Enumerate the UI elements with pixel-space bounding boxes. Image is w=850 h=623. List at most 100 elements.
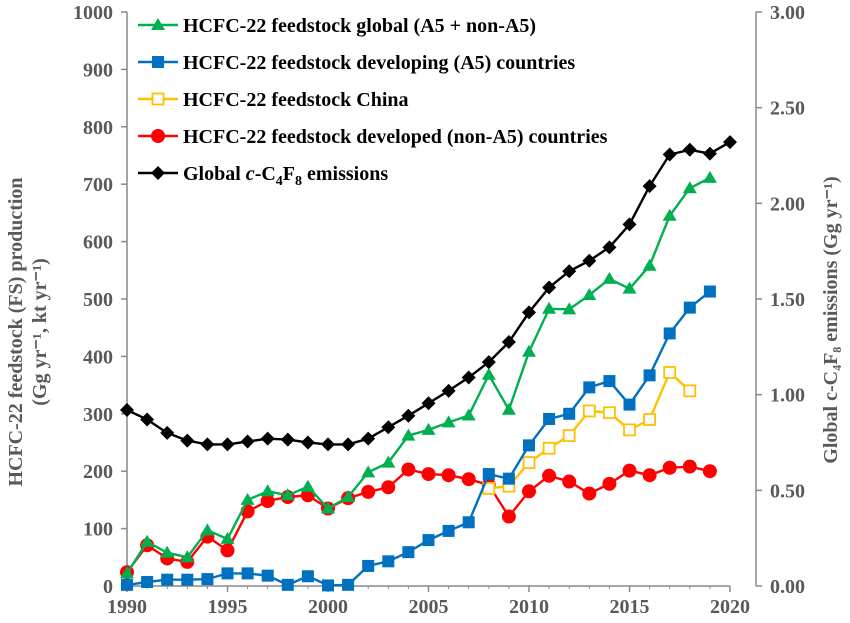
data-point bbox=[341, 437, 356, 452]
data-point bbox=[300, 435, 315, 450]
right-tick-label: 3.00 bbox=[770, 2, 805, 24]
data-point bbox=[362, 559, 375, 572]
data-point bbox=[642, 258, 657, 271]
data-point bbox=[421, 422, 436, 435]
legend-item: HCFC-22 feedstock developing (A5) countr… bbox=[138, 52, 575, 74]
data-point bbox=[662, 460, 677, 475]
data-point bbox=[562, 264, 577, 279]
legend-label: HCFC-22 feedstock developing (A5) countr… bbox=[183, 52, 575, 74]
data-point bbox=[260, 431, 275, 446]
data-point bbox=[582, 287, 597, 300]
data-point bbox=[542, 301, 557, 314]
data-point bbox=[280, 488, 295, 501]
data-point bbox=[462, 516, 475, 529]
data-point bbox=[603, 375, 616, 388]
data-point bbox=[523, 439, 535, 452]
data-point bbox=[662, 208, 677, 221]
left-tick-label: 900 bbox=[83, 59, 113, 81]
legend-label: HCFC-22 feedstock global (A5 + non-A5) bbox=[183, 15, 536, 37]
series-4 bbox=[120, 135, 737, 452]
data-point bbox=[441, 415, 456, 428]
data-point bbox=[442, 524, 455, 537]
data-point bbox=[501, 402, 516, 415]
legend-marker bbox=[152, 56, 164, 68]
x-tick-label: 2005 bbox=[409, 596, 449, 618]
data-point bbox=[603, 406, 616, 420]
data-point bbox=[321, 501, 335, 514]
data-point bbox=[522, 456, 536, 469]
data-point bbox=[342, 578, 355, 591]
data-point bbox=[402, 546, 415, 559]
left-axis-title-line2: (Gg yr⁻¹, kt yr⁻¹) bbox=[29, 258, 51, 406]
x-tick-label: 2010 bbox=[509, 596, 549, 618]
data-point bbox=[703, 285, 716, 298]
data-point bbox=[643, 369, 656, 382]
legend-marker bbox=[151, 166, 165, 180]
data-point bbox=[200, 523, 215, 536]
data-point bbox=[522, 305, 536, 320]
series-layer bbox=[120, 135, 737, 592]
data-point bbox=[341, 490, 356, 503]
series-line bbox=[126, 465, 711, 573]
right-tick-label: 0.00 bbox=[770, 576, 805, 598]
left-axis-title-line1: HCFC-22 feedstock (FS) production bbox=[5, 177, 27, 486]
left-tick-label: 400 bbox=[83, 346, 113, 368]
data-point bbox=[502, 472, 515, 485]
left-tick-label: 700 bbox=[83, 174, 113, 196]
legend-label: Global c-C4F8 emissions bbox=[183, 163, 388, 189]
data-point bbox=[200, 437, 215, 452]
data-point bbox=[361, 484, 376, 499]
legend-label: HCFC-22 feedstock China bbox=[183, 89, 409, 111]
data-point bbox=[401, 408, 416, 423]
data-point bbox=[322, 579, 334, 592]
data-point bbox=[663, 366, 677, 379]
data-point bbox=[220, 543, 235, 558]
data-point bbox=[562, 429, 576, 443]
legend-item: HCFC-22 feedstock global (A5 + non-A5) bbox=[138, 15, 536, 37]
data-point bbox=[662, 147, 677, 162]
data-point bbox=[382, 555, 395, 568]
axis-titles: HCFC-22 feedstock (FS) production (Gg yr… bbox=[5, 176, 842, 486]
tick-labels: 0 100 200 300 400 500 600 700 800 900 1000 0.00 0.50… bbox=[73, 2, 805, 618]
data-point bbox=[543, 412, 556, 425]
data-point bbox=[683, 384, 697, 398]
data-point bbox=[481, 367, 496, 380]
data-point bbox=[181, 573, 194, 586]
x-tick-label: 1990 bbox=[107, 596, 147, 618]
data-point bbox=[562, 302, 577, 315]
data-point bbox=[120, 566, 134, 579]
data-point bbox=[583, 381, 596, 394]
series-3 bbox=[120, 459, 717, 580]
data-point bbox=[180, 550, 195, 563]
data-point bbox=[542, 280, 557, 295]
data-point bbox=[522, 344, 536, 357]
legend-marker bbox=[151, 92, 165, 106]
data-point bbox=[682, 459, 697, 474]
x-tick-label: 1995 bbox=[208, 596, 248, 618]
left-tick-label: 600 bbox=[83, 232, 113, 254]
data-point bbox=[702, 464, 717, 479]
data-point bbox=[563, 407, 576, 420]
data-point bbox=[501, 509, 516, 524]
data-point bbox=[582, 404, 596, 418]
data-point bbox=[461, 472, 476, 487]
legend-marker bbox=[151, 129, 165, 143]
left-tick-label: 800 bbox=[83, 117, 113, 139]
series-line bbox=[125, 176, 711, 575]
data-point bbox=[361, 465, 376, 478]
data-point bbox=[602, 476, 617, 491]
data-point bbox=[401, 462, 416, 477]
data-point bbox=[663, 327, 676, 340]
data-point bbox=[140, 534, 155, 547]
right-axis-title: Global c-C₄F₈ emissions (Gg yr⁻¹) bbox=[820, 176, 842, 463]
data-point bbox=[421, 396, 436, 411]
data-point bbox=[602, 240, 617, 255]
data-point bbox=[642, 468, 657, 483]
data-point bbox=[501, 335, 516, 350]
data-point bbox=[461, 370, 476, 385]
data-point bbox=[361, 431, 376, 446]
data-point bbox=[160, 425, 175, 440]
data-point bbox=[421, 467, 436, 482]
data-point bbox=[140, 412, 155, 427]
data-point bbox=[623, 398, 636, 411]
